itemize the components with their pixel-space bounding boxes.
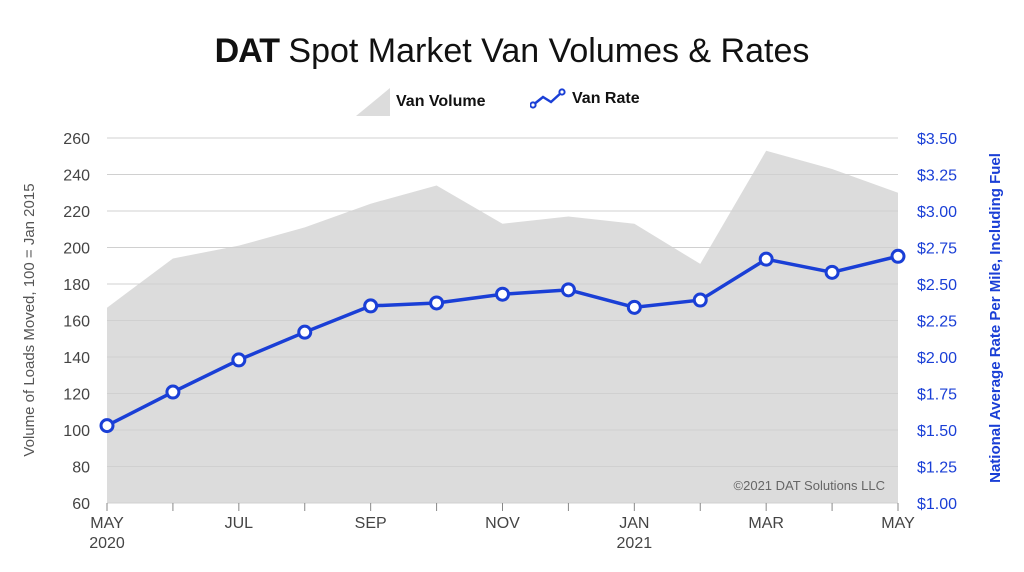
chart-title: DAT Spot Market Van Volumes & Rates <box>0 32 1024 71</box>
title-brand: DAT <box>214 32 280 70</box>
x-tick-label: MAY <box>881 515 915 532</box>
copyright-annotation: ©2021 DAT Solutions LLC <box>734 478 885 493</box>
van-rate-point <box>231 352 247 368</box>
title-text: Spot Market Van Volumes & Rates <box>288 32 810 70</box>
legend-label-van-rate: Van Rate <box>572 90 640 107</box>
legend-area-swatch <box>356 88 390 116</box>
left-tick-label: 220 <box>63 204 90 221</box>
right-tick-label: $2.50 <box>917 277 957 294</box>
left-tick-label: 80 <box>72 460 90 477</box>
legend-item-van-volume: Van Volume <box>356 88 486 116</box>
left-tick-label: 180 <box>63 277 90 294</box>
van-rate-point <box>692 292 708 308</box>
van-rate-point <box>824 264 840 280</box>
left-tick-label: 200 <box>63 241 90 258</box>
right-tick-label: $3.50 <box>917 131 957 148</box>
van-rate-point <box>165 384 181 400</box>
left-tick-label: 240 <box>63 168 90 185</box>
legend-item-van-rate: Van Rate <box>530 88 640 110</box>
x-tick-label: NOV <box>485 515 520 532</box>
van-rate-point <box>758 251 774 267</box>
x-tick-label: MAY <box>90 515 124 532</box>
right-tick-label: $1.50 <box>917 423 957 440</box>
right-tick-label: $2.75 <box>917 241 957 258</box>
x-tick-label-year: 2020 <box>89 535 125 552</box>
left-tick-label: 140 <box>63 350 90 367</box>
van-rate-point <box>890 248 906 264</box>
left-tick-label: 100 <box>63 423 90 440</box>
right-tick-label: $1.25 <box>917 460 957 477</box>
right-tick-label: $3.00 <box>917 204 957 221</box>
van-rate-point <box>99 418 115 434</box>
van-volume-area <box>107 150 898 503</box>
right-tick-label: $1.75 <box>917 387 957 404</box>
van-rate-point <box>429 295 445 311</box>
x-tick-label: JUL <box>225 515 254 532</box>
right-tick-label: $1.00 <box>917 496 957 513</box>
van-rate-point <box>297 324 313 340</box>
van-rate-point <box>363 298 379 314</box>
van-rate-point <box>626 299 642 315</box>
left-tick-label: 60 <box>72 496 90 513</box>
left-tick-label: 120 <box>63 387 90 404</box>
x-tick-label: SEP <box>355 515 387 532</box>
right-axis-title: National Average Rate Per Mile, Includin… <box>987 153 1004 483</box>
right-tick-label: $2.25 <box>917 314 957 331</box>
right-tick-label: $2.00 <box>917 350 957 367</box>
x-tick-label: JAN <box>619 515 649 532</box>
left-tick-label: 160 <box>63 314 90 331</box>
van-rate-point <box>560 282 576 298</box>
right-tick-label: $3.25 <box>917 168 957 185</box>
legend-line-swatch <box>530 88 566 109</box>
left-axis-title: Volume of Loads Moved, 100 = Jan 2015 <box>21 183 38 456</box>
x-tick-label: MAR <box>748 515 784 532</box>
legend: Van Volume Van Rate <box>0 88 1024 118</box>
left-tick-label: 260 <box>63 131 90 148</box>
x-tick-label-year: 2021 <box>617 535 653 552</box>
van-rate-point <box>495 286 510 302</box>
legend-label-van-volume: Van Volume <box>396 93 486 110</box>
